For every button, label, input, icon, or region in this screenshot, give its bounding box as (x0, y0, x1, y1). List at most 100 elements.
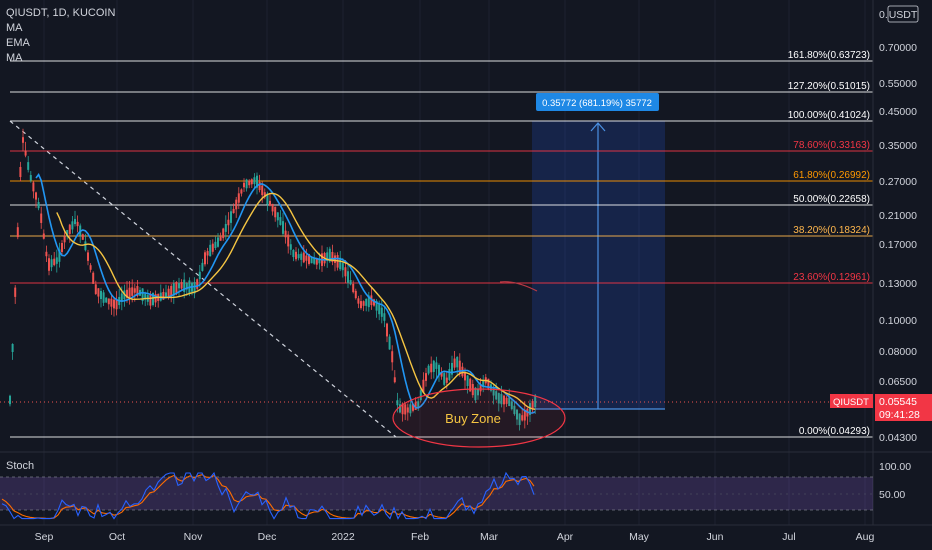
price-tick: 0.55000 (879, 78, 917, 90)
fib-label: 161.80%(0.63723) (788, 50, 870, 61)
candle-body (396, 400, 399, 406)
candle-body (427, 365, 430, 374)
time-label: Mar (480, 531, 499, 543)
currency-badge[interactable] (887, 5, 919, 23)
candle-body (27, 162, 30, 170)
price-tick: 0.45000 (879, 106, 917, 118)
candle-body (235, 199, 238, 210)
candle-body (149, 294, 152, 306)
candle-body (406, 407, 409, 413)
currency-prefix: 0. (879, 9, 888, 21)
candle-body (196, 279, 199, 289)
candle-body (279, 217, 282, 225)
candle-body (292, 249, 295, 258)
candle-body (430, 363, 433, 373)
candle-body (302, 252, 305, 263)
candle-body (315, 258, 318, 265)
candle-body (347, 271, 349, 283)
fib-retracement[interactable]: 161.80%(0.63723) 127.20%(0.51015) 100.00%(… (10, 50, 873, 438)
candle-body (113, 299, 115, 309)
price-tick: 0.21000 (879, 210, 917, 222)
time-axis[interactable]: Sep Oct Nov Dec 2022 Feb Mar Apr May Jun Jul Aug (35, 531, 875, 543)
candle-body (100, 290, 102, 300)
candle-body (55, 257, 58, 264)
candle-body (256, 175, 258, 188)
candle-body (349, 280, 352, 285)
candle-body (105, 297, 108, 303)
candle-body (458, 360, 461, 374)
candle-body (474, 387, 477, 401)
candle-body (89, 265, 92, 270)
candle-body (375, 300, 378, 311)
candle-body (479, 384, 482, 392)
candle-body (445, 377, 448, 383)
candle-body (165, 292, 167, 298)
candle-body (469, 378, 472, 392)
candle-body (185, 283, 188, 290)
candle-body (266, 193, 269, 205)
time-label: Jun (707, 531, 724, 543)
symbol-title[interactable]: QIUSDT, 1D, KUCOIN (6, 7, 116, 19)
candle-body (110, 298, 113, 307)
candle-body (136, 286, 139, 296)
indicator-ma-2[interactable]: MA (6, 52, 23, 64)
candlesticks[interactable] (9, 128, 537, 431)
candle-body (287, 234, 290, 247)
candle-body (248, 180, 251, 186)
candle-body (183, 279, 186, 292)
buy-zone-ellipse[interactable] (392, 388, 566, 448)
price-tick: 0.17000 (879, 239, 917, 251)
candle-body (464, 372, 466, 381)
ema-line (35, 173, 536, 414)
candle-body (497, 393, 500, 404)
candle-body (510, 401, 513, 410)
ma-line (56, 192, 536, 410)
fib-label: 61.80%(0.26992) (793, 170, 870, 181)
candle-body (440, 372, 443, 377)
candle-body (422, 379, 425, 393)
candle-body (245, 179, 248, 189)
candle-body (68, 224, 71, 234)
candle-body (53, 258, 56, 266)
candle-body (326, 252, 329, 261)
fib-label: 100.00%(0.41024) (788, 110, 870, 121)
candle-body (11, 344, 14, 352)
candle-body (258, 181, 261, 191)
candle-body (534, 395, 537, 408)
candle-body (425, 373, 427, 381)
candle-body (308, 254, 310, 264)
candle-body (380, 307, 383, 317)
candle-body (518, 413, 521, 426)
trend-line[interactable] (9, 120, 397, 438)
candle-body (305, 255, 308, 261)
candle-body (365, 298, 368, 306)
time-label: Sep (35, 531, 54, 543)
candle-body (227, 219, 230, 226)
candle-body (412, 404, 414, 411)
candle-body (42, 233, 45, 239)
candle-body (211, 243, 214, 252)
candle-body (401, 403, 404, 415)
candle-body (318, 259, 321, 264)
candle-body (48, 258, 50, 271)
price-tag-symbol: QIUSDT (833, 397, 869, 408)
indicator-ema[interactable]: EMA (6, 37, 30, 49)
candle-body (414, 402, 417, 410)
stoch-title[interactable]: Stoch (6, 460, 35, 472)
stoch-tick-50: 50.00 (879, 489, 905, 501)
symbol-legend[interactable]: QIUSDT, 1D, KUCOIN MA EMA MA (6, 6, 115, 66)
price-tick: 0.04300 (879, 432, 917, 444)
candle-body (45, 251, 48, 257)
indicator-ma-1[interactable]: MA (6, 22, 23, 34)
candle-body (66, 229, 69, 237)
candle-body (16, 227, 19, 238)
candle-body (310, 256, 313, 264)
price-tick: 0.27000 (879, 176, 917, 188)
candle-body (295, 251, 297, 260)
candle-body (404, 404, 407, 415)
candle-body (339, 257, 342, 270)
price-axis[interactable]: 0.70000 0.55000 0.45000 0.35000 0.27000 0.210… (879, 42, 917, 444)
candle-body (344, 267, 347, 277)
price-tick: 0.08000 (879, 346, 917, 358)
